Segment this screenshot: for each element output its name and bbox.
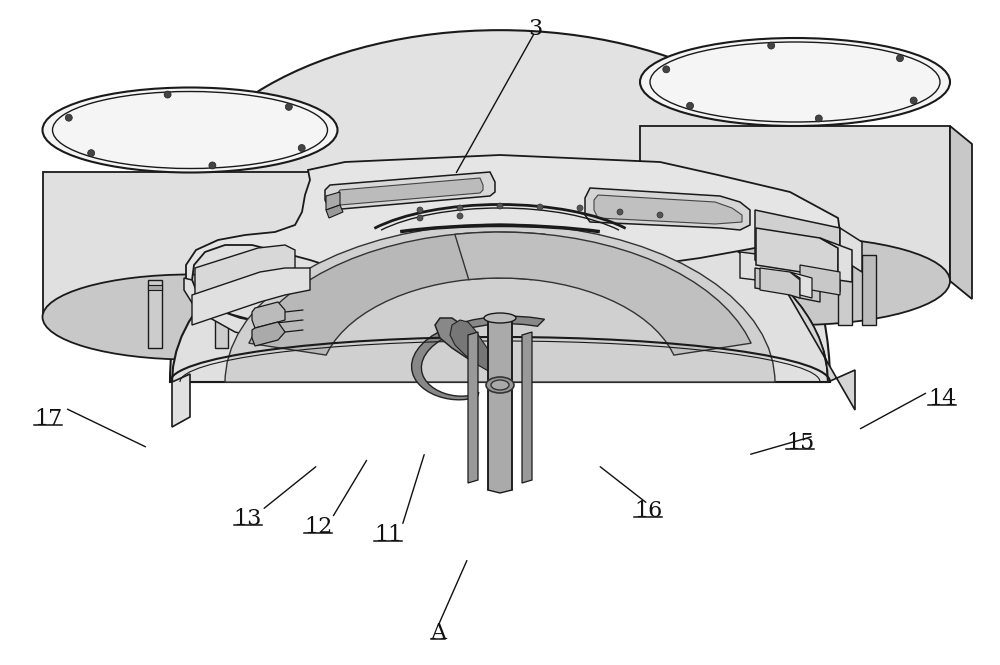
Ellipse shape xyxy=(640,38,950,126)
Polygon shape xyxy=(326,205,343,218)
Circle shape xyxy=(417,207,423,213)
Polygon shape xyxy=(184,278,260,338)
Circle shape xyxy=(209,162,216,169)
Polygon shape xyxy=(249,232,545,355)
Polygon shape xyxy=(148,280,162,348)
Wedge shape xyxy=(170,52,830,382)
Circle shape xyxy=(617,209,623,215)
Polygon shape xyxy=(435,318,500,380)
Circle shape xyxy=(457,205,463,211)
Polygon shape xyxy=(862,255,876,325)
Polygon shape xyxy=(215,275,228,348)
Circle shape xyxy=(687,102,694,109)
Polygon shape xyxy=(148,285,162,290)
Circle shape xyxy=(65,114,72,121)
Polygon shape xyxy=(192,268,310,325)
Polygon shape xyxy=(585,188,750,230)
Circle shape xyxy=(164,91,171,98)
Circle shape xyxy=(285,103,292,110)
Circle shape xyxy=(768,42,775,49)
Text: A: A xyxy=(430,622,446,644)
Polygon shape xyxy=(455,232,751,355)
Circle shape xyxy=(298,144,305,152)
Polygon shape xyxy=(950,126,972,299)
Polygon shape xyxy=(468,332,478,483)
Text: 3: 3 xyxy=(528,18,542,40)
Text: 11: 11 xyxy=(374,524,402,546)
Circle shape xyxy=(537,204,543,210)
Text: 12: 12 xyxy=(304,516,332,538)
Polygon shape xyxy=(755,210,840,268)
Polygon shape xyxy=(820,238,852,282)
Polygon shape xyxy=(838,255,852,325)
Ellipse shape xyxy=(486,377,514,393)
Circle shape xyxy=(910,97,917,104)
Polygon shape xyxy=(412,317,544,400)
Polygon shape xyxy=(594,195,742,224)
Polygon shape xyxy=(840,228,862,272)
Polygon shape xyxy=(186,155,840,322)
Polygon shape xyxy=(252,322,285,346)
Polygon shape xyxy=(450,320,500,378)
Text: 14: 14 xyxy=(928,388,956,410)
Ellipse shape xyxy=(42,88,338,172)
Polygon shape xyxy=(740,252,840,292)
Circle shape xyxy=(497,203,503,209)
Circle shape xyxy=(896,55,903,62)
Polygon shape xyxy=(640,126,950,281)
Polygon shape xyxy=(195,245,295,295)
Polygon shape xyxy=(784,287,855,410)
Ellipse shape xyxy=(42,275,338,360)
Circle shape xyxy=(457,213,463,219)
Circle shape xyxy=(88,150,95,157)
Text: 13: 13 xyxy=(234,508,262,530)
Circle shape xyxy=(417,215,423,221)
Polygon shape xyxy=(172,192,828,382)
Polygon shape xyxy=(755,268,820,302)
Polygon shape xyxy=(337,178,483,205)
Polygon shape xyxy=(326,192,340,210)
Polygon shape xyxy=(252,302,285,328)
Polygon shape xyxy=(800,265,840,295)
Ellipse shape xyxy=(640,237,950,325)
Ellipse shape xyxy=(491,380,509,390)
Polygon shape xyxy=(790,272,812,298)
Polygon shape xyxy=(325,172,495,210)
Polygon shape xyxy=(522,332,532,483)
Text: 15: 15 xyxy=(786,432,814,454)
Ellipse shape xyxy=(484,313,516,323)
Polygon shape xyxy=(756,228,838,280)
Wedge shape xyxy=(170,30,830,221)
Circle shape xyxy=(657,212,663,218)
Circle shape xyxy=(577,205,583,211)
Polygon shape xyxy=(43,172,337,317)
Circle shape xyxy=(815,115,822,122)
Text: 17: 17 xyxy=(34,408,62,430)
Polygon shape xyxy=(225,224,775,382)
Polygon shape xyxy=(172,374,190,427)
Polygon shape xyxy=(760,268,800,298)
Text: 16: 16 xyxy=(634,500,662,522)
Circle shape xyxy=(663,66,670,73)
Polygon shape xyxy=(488,315,512,493)
